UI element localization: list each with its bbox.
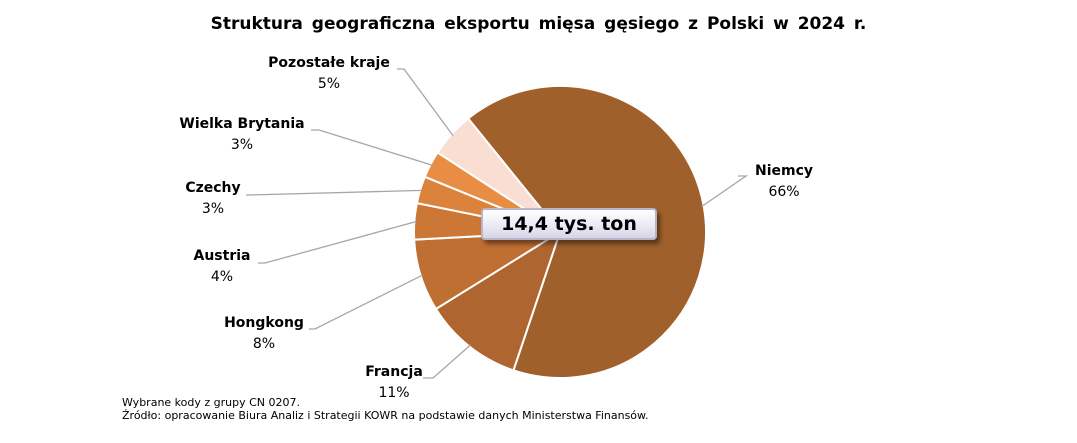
leader-line	[246, 189, 423, 196]
leader-line	[397, 68, 454, 136]
slice-label-name: Wielka Brytania	[179, 116, 304, 132]
slice-label-name: Czechy	[185, 180, 240, 196]
slice-label-name: Francja	[365, 364, 423, 380]
footnote-cn-codes: Wybrane kody z grupy CN 0207.	[122, 396, 301, 409]
slice-label-name: Niemcy	[755, 163, 813, 179]
slice-label-value: 5%	[318, 76, 340, 92]
slice-labels: Niemcy 66% Francja 11% Hongkong 8% Austria 4% Cz…	[179, 55, 813, 401]
leader-line	[701, 175, 749, 208]
leader-line	[311, 129, 433, 166]
slice-label-value: 66%	[768, 184, 799, 200]
leader-lines	[246, 68, 749, 379]
leader-line	[309, 274, 423, 330]
slice-label-value: 4%	[211, 269, 233, 285]
slice-label-name: Pozostałe kraje	[268, 55, 390, 71]
slice-label-value: 8%	[253, 336, 275, 352]
slice-label-value: 3%	[202, 201, 224, 217]
footnote: Wybrane kody z grupy CN 0207. Źródło: op…	[122, 396, 649, 422]
chart-title: Struktura geograficzna eksportu mięsa gę…	[210, 14, 867, 34]
slice-label-name: Hongkong	[224, 315, 304, 331]
total-volume-box: 14,4 tys. ton	[481, 208, 657, 240]
slice-label-name: Austria	[194, 248, 251, 264]
leader-line	[258, 220, 417, 264]
footnote-source: Źródło: opracowanie Biura Analiz i Strat…	[122, 409, 649, 422]
slice-label-value: 3%	[231, 137, 253, 153]
slice-label-value: 11%	[378, 385, 409, 401]
leader-line	[423, 344, 472, 379]
